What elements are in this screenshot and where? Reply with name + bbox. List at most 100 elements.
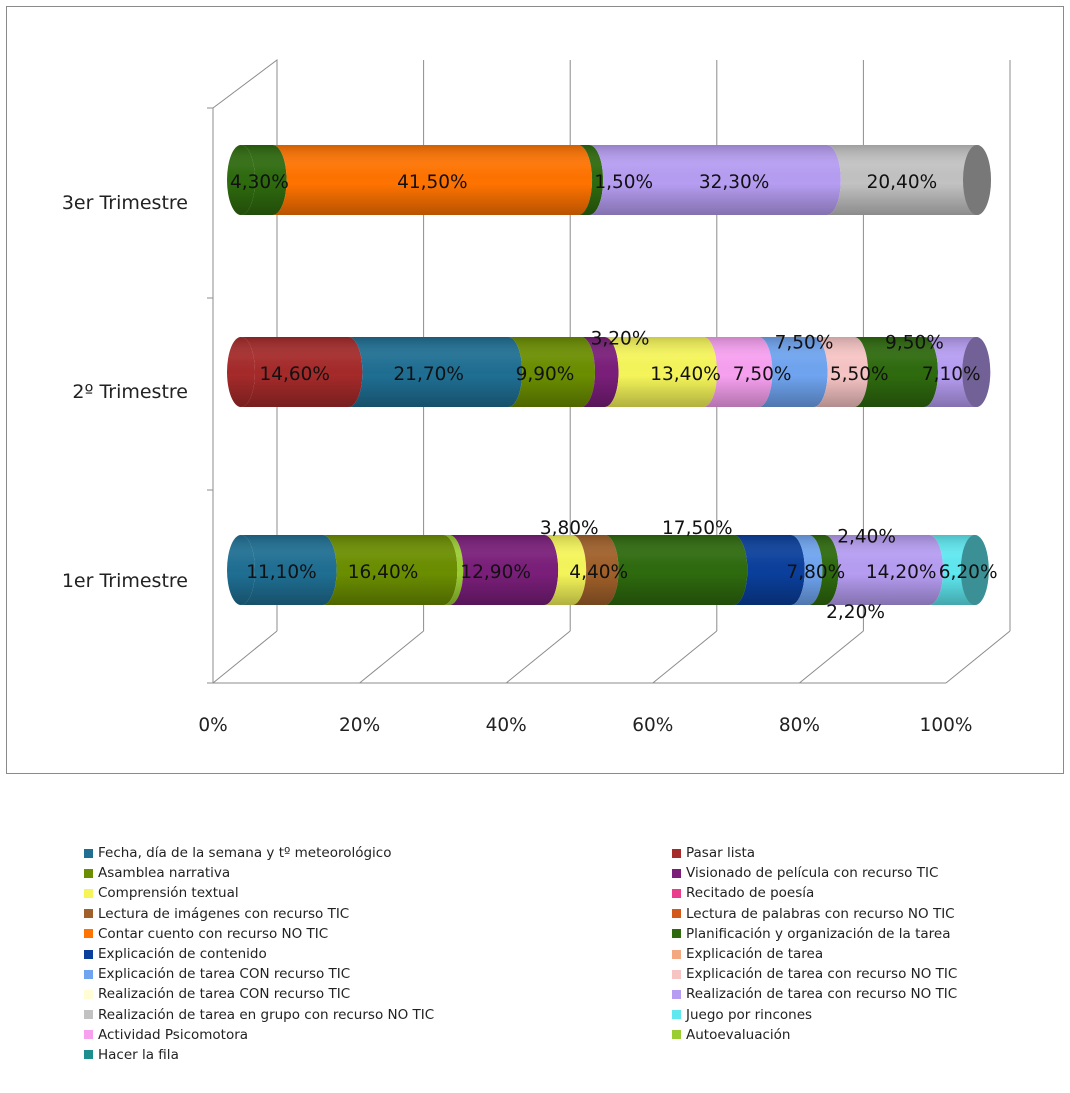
bar-segment-shade — [589, 145, 841, 215]
data-label: 32,30% — [699, 172, 770, 193]
bar-segment-shade — [544, 535, 587, 605]
bar-end-cap — [960, 535, 989, 605]
floor-gridline — [799, 630, 864, 684]
bar-segment-shade — [449, 535, 559, 605]
legend-item: Pasar lista — [672, 843, 957, 863]
legend-column: Fecha, día de la semana y tº meteorológi… — [84, 843, 434, 1065]
legend-swatch — [84, 909, 93, 919]
stacked-bar-chart: 0% 20% 40% 60% 80% 100% 1er Trimestre 2º Trimes… — [62, 59, 1011, 736]
legend-item: Autoevaluación — [672, 1025, 957, 1045]
data-label: 11,10% — [246, 562, 317, 583]
legend-swatch — [672, 868, 681, 878]
data-label: 14,20% — [866, 562, 937, 583]
legend-swatch — [84, 1010, 93, 1020]
data-label: 14,60% — [259, 364, 330, 385]
x-tick-label: 20% — [339, 715, 380, 736]
legend-item: Explicación de tarea con recurso NO TIC — [672, 964, 957, 984]
bar-segment-shade — [578, 145, 604, 215]
legend-label: Asamblea narrativa — [98, 865, 231, 882]
bar-segment-shade — [824, 535, 944, 605]
bar-segment-shade — [808, 535, 839, 605]
legend-swatch — [672, 848, 681, 858]
bar-segment-shade — [508, 337, 596, 407]
bar-segment-shade — [758, 337, 828, 407]
legend-item: Comprensión textual — [84, 883, 434, 903]
legend-item: Visionado de película con recurso TIC — [672, 863, 957, 883]
legend-swatch — [84, 929, 93, 939]
data-label: 21,70% — [393, 364, 464, 385]
legend-label: Recitado de poesía — [686, 885, 815, 902]
bar-segment-shade — [322, 535, 458, 605]
legend-label: Pasar lista — [686, 845, 756, 862]
floor-gridline — [359, 630, 424, 684]
legend-item: Actividad Psicomotora — [84, 1025, 434, 1045]
legend-item: Explicación de tarea CON recurso TIC — [84, 964, 434, 984]
bar-segment-shade — [854, 337, 939, 407]
legend-swatch — [84, 888, 93, 898]
legend-item: Contar cuento con recurso NO TIC — [84, 924, 434, 944]
bar-segment-shade — [241, 337, 363, 407]
floor-gridline — [505, 630, 571, 684]
legend-item: Realización de tarea CON recurso TIC — [84, 984, 434, 1004]
category-label: 3er Trimestre — [62, 192, 188, 214]
legend-label: Explicación de contenido — [98, 946, 267, 963]
legend-item: Explicación de contenido — [84, 944, 434, 964]
legend-label: Fecha, día de la semana y tº meteorológi… — [98, 845, 392, 862]
legend-label: Explicación de tarea con recurso NO TIC — [686, 966, 958, 983]
legend-item: Explicación de tarea — [672, 944, 957, 964]
legend-item: Lectura de imágenes con recurso TIC — [84, 904, 434, 924]
bar-segment-shade — [348, 337, 523, 407]
floor-gridline — [212, 630, 278, 684]
data-label: 2,40% — [837, 526, 896, 547]
legend-item: Realización de tarea en grupo con recurs… — [84, 1005, 434, 1025]
legend-swatch — [84, 848, 93, 858]
data-label: 3,20% — [591, 328, 650, 349]
x-tick-label: 60% — [632, 715, 673, 736]
legend-label: Comprensión textual — [98, 885, 239, 902]
x-tick-label: 0% — [198, 715, 227, 736]
bar-segment-shade — [581, 337, 619, 407]
legend-column: Pasar lista Visionado de película con rec… — [672, 843, 957, 1045]
data-label: 13,40% — [650, 364, 721, 385]
legend-label: Autoevaluación — [686, 1026, 791, 1043]
legend-item: Realización de tarea con recurso NO TIC — [672, 984, 957, 1004]
category-label: 2º Trimestre — [72, 381, 188, 403]
floor-gridline — [945, 630, 1011, 684]
bar-segment-shade — [703, 337, 773, 407]
data-label: 4,40% — [569, 562, 628, 583]
bar-segment-shade — [241, 535, 337, 605]
legend-swatch — [672, 909, 681, 919]
bar-segment-shade — [604, 535, 748, 605]
bar-segment-shade — [604, 337, 718, 407]
legend-label: Lectura de imágenes con recurso TIC — [98, 905, 350, 922]
category-label: 1er Trimestre — [62, 570, 188, 592]
legend-swatch — [672, 949, 681, 959]
x-tick-label: 100% — [920, 715, 973, 736]
legend-swatch — [84, 969, 93, 979]
bar-segment-shade — [572, 535, 619, 605]
data-label: 9,50% — [885, 333, 944, 354]
legend-item: Recitado de poesía — [672, 883, 957, 903]
bar-segment-shade — [790, 535, 823, 605]
legend-label: Explicación de tarea CON recurso TIC — [98, 966, 351, 983]
bar-segment-shade — [826, 145, 991, 215]
legend-swatch — [84, 1030, 93, 1040]
bar-segment-shade — [272, 145, 593, 215]
bar-start-cap-shade — [227, 337, 255, 407]
legend-item: Hacer la fila — [84, 1045, 434, 1065]
legend-label: Actividad Psicomotora — [98, 1026, 249, 1043]
data-label: 7,50% — [775, 333, 834, 354]
legend-swatch — [672, 969, 681, 979]
legend-label: Realización de tarea CON recurso TIC — [98, 986, 351, 1003]
data-label: 16,40% — [348, 562, 419, 583]
legend-swatch — [672, 888, 681, 898]
legend-label: Contar cuento con recurso NO TIC — [98, 925, 329, 942]
data-label: 3,80% — [540, 518, 599, 539]
legend-label: Planificación y organización de la tarea — [686, 925, 951, 942]
data-label: 9,90% — [516, 364, 575, 385]
legend-swatch — [672, 989, 681, 999]
data-label: 41,50% — [397, 172, 468, 193]
legend-item: Asamblea narrativa — [84, 863, 434, 883]
bar-segment-shade — [813, 337, 869, 407]
legend-label: Realización de tarea con recurso NO TIC — [686, 986, 958, 1003]
